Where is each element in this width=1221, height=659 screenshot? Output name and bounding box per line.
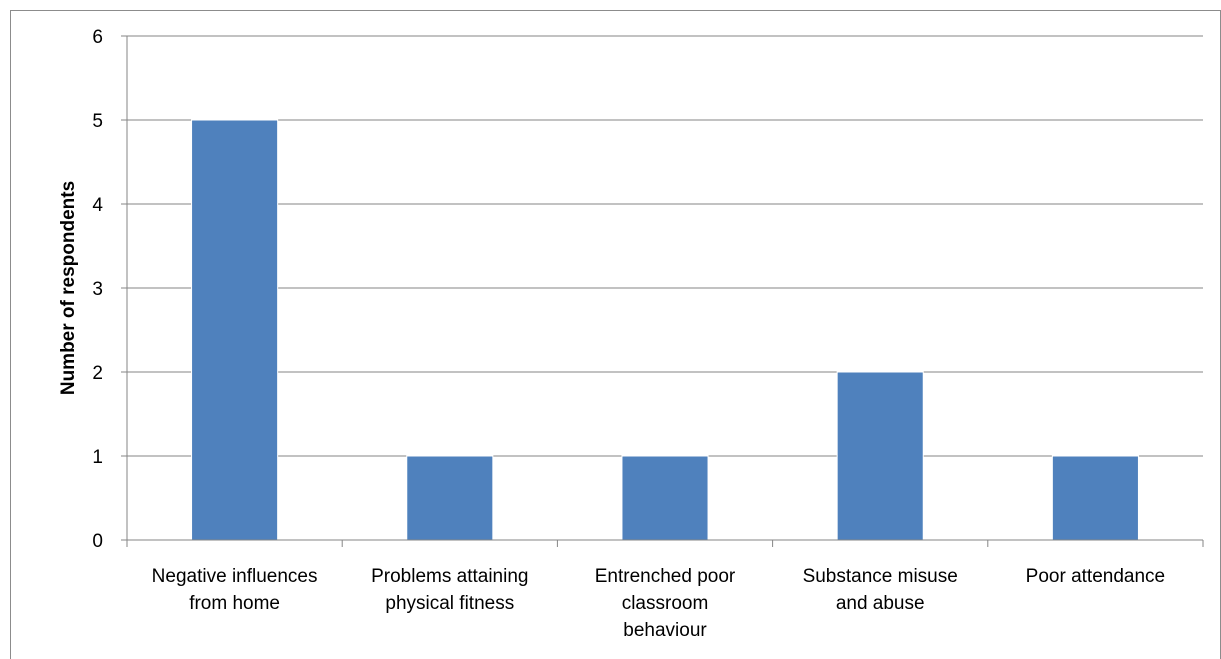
- axes: [121, 35, 1204, 547]
- y-tick-label-0: 0: [92, 531, 103, 552]
- bar-5: [1051, 455, 1139, 541]
- x-tick-label-2: Problems attaining physical fitness: [371, 566, 528, 614]
- bar-1: [191, 119, 279, 541]
- y-tick-labels: 0 1 2 3 4 5 6: [92, 27, 103, 552]
- x-tick-label-3: Entrenched poor classroom behaviour: [595, 566, 736, 641]
- x-tick-label-4: Substance misuse and abuse: [803, 566, 958, 614]
- x-tick-label-1: Negative influences from home: [152, 566, 318, 614]
- y-axis-title: Number of respondents: [58, 181, 79, 395]
- y-tick-label-6: 6: [92, 27, 103, 48]
- bar-2: [406, 455, 494, 541]
- x-tick-labels: Negative influences from home Problems att…: [152, 566, 1165, 641]
- x-tick-label-5: Poor attendance: [1026, 566, 1165, 587]
- y-tick-label-4: 4: [92, 195, 103, 216]
- y-tick-label-3: 3: [92, 279, 103, 300]
- bar-4: [836, 371, 924, 541]
- gridlines: [127, 35, 1203, 457]
- bars: [191, 119, 1139, 541]
- y-tick-label-1: 1: [92, 447, 103, 468]
- y-tick-label-5: 5: [92, 111, 103, 132]
- y-tick-label-2: 2: [92, 363, 103, 384]
- bar-3: [621, 455, 709, 541]
